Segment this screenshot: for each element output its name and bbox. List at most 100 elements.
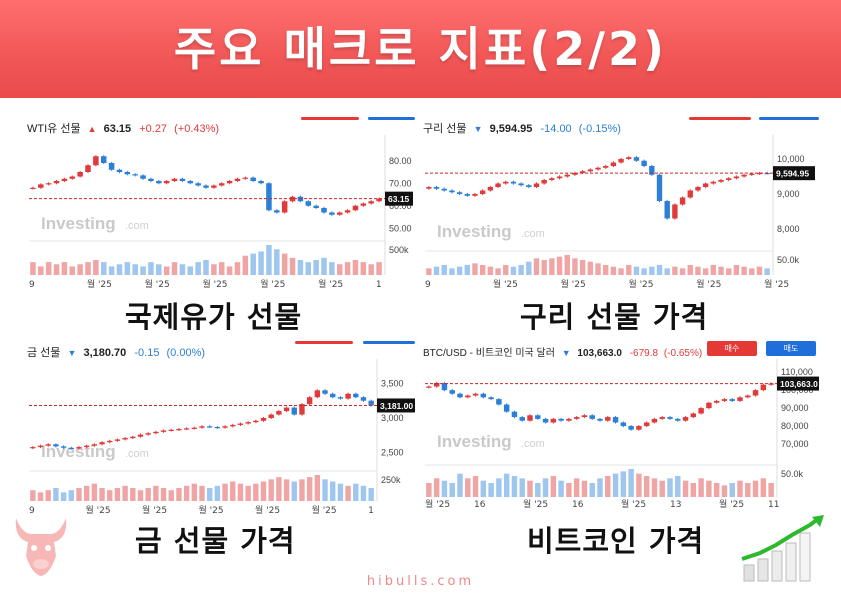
x-tick-label: 월 '25 [523, 498, 548, 510]
y-tick-label: 90,000 [781, 403, 809, 413]
candle-body [503, 404, 510, 412]
banner-title: 주요 매크로 지표(2/2) [173, 22, 668, 76]
last-price: 103,663.0 [577, 348, 622, 359]
candle-body [495, 183, 501, 187]
volume-bar [314, 475, 321, 501]
volume-bar [274, 249, 280, 275]
volume-bar [672, 266, 678, 275]
x-tick-label: 월 '25 [719, 498, 744, 510]
candle-body [433, 382, 440, 387]
candle-body [682, 417, 689, 421]
volume-bar [706, 480, 712, 497]
candle-body [53, 181, 60, 184]
volume-bar [321, 257, 327, 275]
candle-body [556, 176, 563, 179]
candle-body [368, 201, 374, 204]
candle-body [234, 178, 241, 181]
x-tick-label: 13 [670, 500, 681, 510]
y-tick-label: 110,000 [781, 367, 813, 377]
volume-bar [465, 478, 471, 497]
volume-bar [610, 266, 617, 275]
sell-tab-indicator[interactable] [295, 341, 353, 344]
candle-body [605, 417, 611, 421]
volume-bar [620, 471, 627, 497]
sell-button[interactable]: 매수 [707, 341, 757, 356]
volume-bar [698, 478, 704, 497]
x-tick-label: 월 '25 [318, 278, 343, 290]
x-tick-label: 월 '25 [260, 278, 285, 290]
volume-bar [519, 478, 525, 497]
candle-body [336, 212, 343, 215]
y-tick-label: 70,000 [781, 439, 809, 449]
last-price: 63.15 [103, 123, 132, 135]
sell-tab-indicator[interactable] [689, 117, 751, 120]
btc-chart-panel: 110,000100,00090,00080,00070,00050.0kInv… [419, 341, 819, 519]
volume-bar [573, 478, 580, 497]
candle-body [195, 183, 201, 186]
volume-bar [636, 473, 642, 497]
volume-bar [140, 266, 146, 275]
candle-body [633, 157, 640, 161]
candle-body [242, 177, 249, 179]
volume-bar [503, 265, 509, 275]
candle-body [628, 426, 634, 430]
volume-bar [30, 262, 36, 275]
down-arrow-icon: ▼ [561, 348, 571, 358]
candle-body [291, 407, 297, 415]
wti-header: WTI유 선물 ▲ 63.15 +0.27 (+0.43%) [27, 120, 219, 136]
y-tick-label: 8,000 [777, 224, 800, 234]
y-tick-label: 50.00 [389, 223, 412, 233]
volume-bar [360, 262, 367, 275]
candle-body [549, 178, 555, 180]
volume-bar [618, 268, 624, 275]
candle-body [145, 433, 151, 435]
volume-bar [572, 258, 578, 275]
last-price-tag-label: 103,663.0 [780, 379, 818, 389]
candle-body [426, 386, 432, 388]
buy-tab-indicator[interactable] [363, 341, 415, 344]
candle-body [30, 187, 36, 189]
volume-bar [306, 477, 313, 501]
last-price-tag [385, 191, 413, 206]
candle-body [564, 174, 570, 177]
x-tick-label: 월 '25 [145, 278, 170, 290]
volume-bar [276, 477, 282, 501]
instrument-name: 금 선물 [27, 347, 61, 359]
buy-tab-indicator[interactable] [368, 117, 415, 120]
volume-axis-label: 500k [389, 245, 409, 255]
instrument-name: 구리 선물 [423, 123, 467, 135]
y-tick-label: 2,500 [381, 448, 404, 458]
candle-body [99, 442, 105, 445]
volume-bar [122, 485, 128, 501]
candle-body [337, 397, 344, 399]
candle-body [276, 411, 282, 415]
volume-bar [130, 488, 136, 501]
x-tick-label: 월 '25 [199, 504, 224, 516]
x-tick-label: 월 '25 [493, 278, 518, 290]
candle-body [581, 415, 588, 418]
candle-body [768, 383, 774, 385]
last-price: 9,594.95 [489, 123, 533, 135]
candle-body [456, 192, 463, 194]
price-change: +0.27 [139, 123, 168, 135]
volume-bar [330, 481, 336, 501]
candle-body [626, 157, 632, 159]
volume-bar [37, 492, 44, 501]
candle-body [566, 418, 572, 421]
volume-bar [633, 266, 640, 275]
buy-tab-indicator[interactable] [759, 117, 819, 120]
candle-body [68, 447, 74, 449]
volume-bar [289, 257, 296, 275]
btc-chart-svg: 110,000100,00090,00080,00070,00050.0kInv… [425, 359, 819, 510]
candle-body [37, 445, 44, 448]
candle-body [226, 181, 233, 184]
btc-caption: 비트코인 가격 [527, 524, 705, 558]
candle-body [260, 418, 267, 421]
up-arrow-icon: ▲ [87, 124, 97, 134]
y-tick-label: 70.00 [389, 178, 412, 188]
down-arrow-icon: ▼ [67, 348, 77, 358]
last-price-tag [777, 376, 819, 391]
sell-tab-indicator[interactable] [301, 117, 359, 120]
buy-button[interactable]: 매도 [766, 341, 816, 356]
x-tick-label: 1 [376, 280, 382, 290]
